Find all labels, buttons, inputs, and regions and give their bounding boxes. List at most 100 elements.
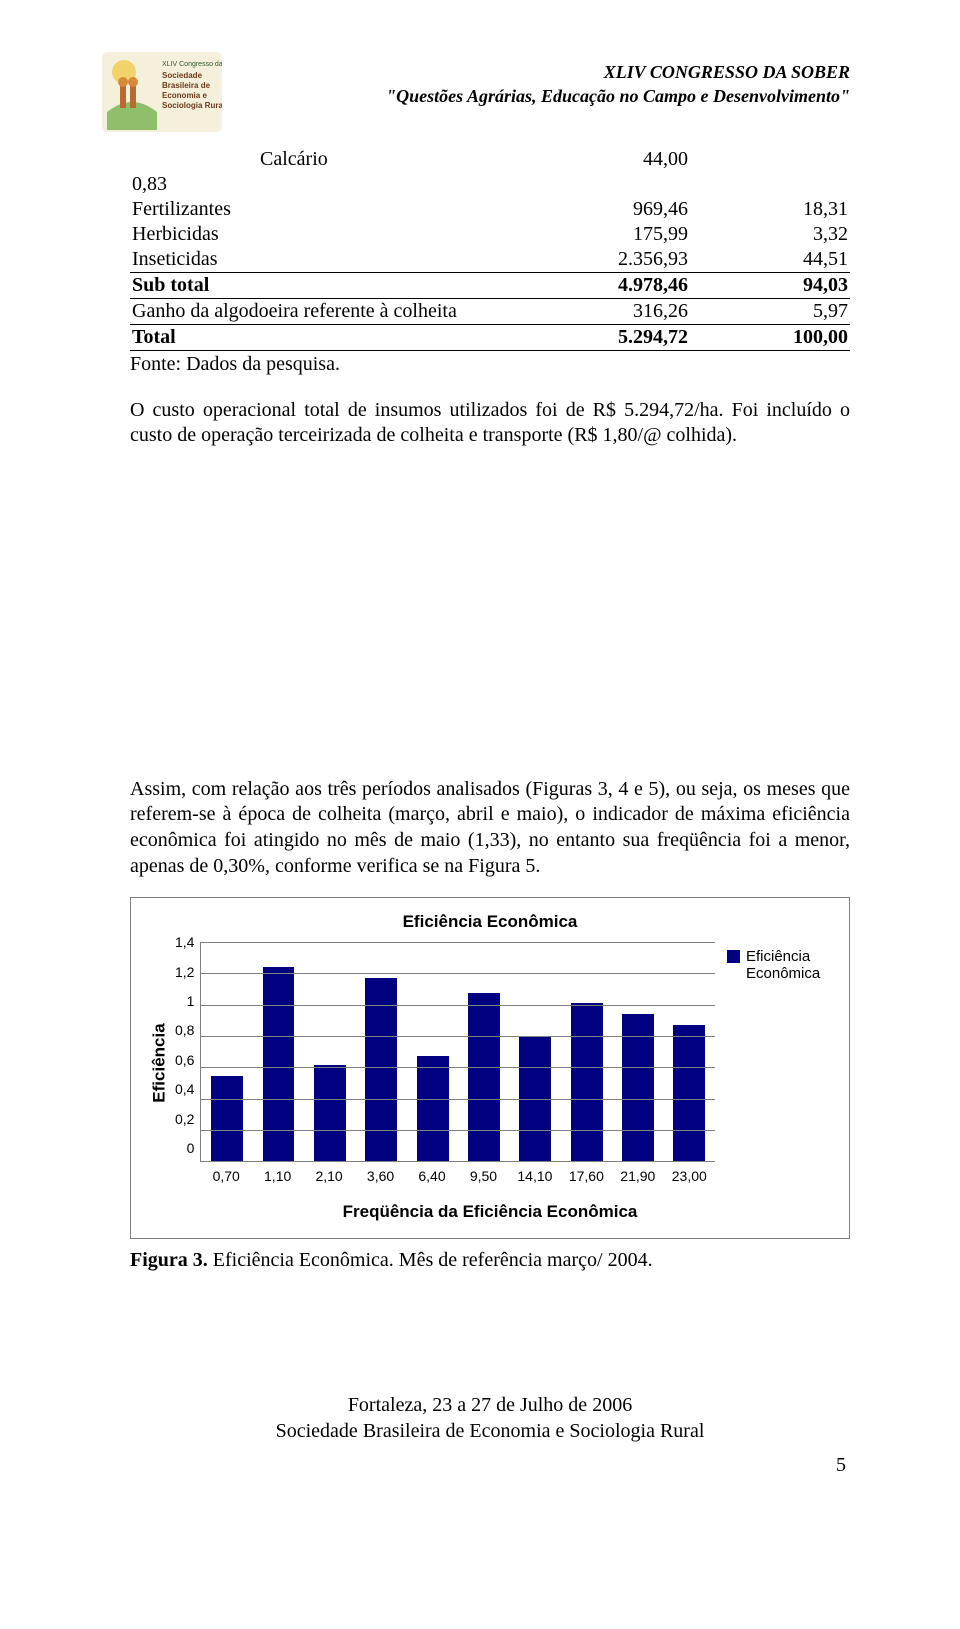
table-cell-value-2: 94,03 (690, 272, 850, 298)
plot-area (200, 942, 715, 1162)
bar-slot (407, 942, 458, 1161)
table-cell-label: Calcário (130, 147, 530, 172)
legend-swatch (727, 950, 740, 963)
figure-caption-text: Eficiência Econômica. Mês de referência … (208, 1249, 653, 1271)
x-tick-label: 17,60 (561, 1168, 612, 1184)
chart-bar (468, 993, 500, 1162)
table-cell-value-1: 969,46 (530, 197, 690, 222)
x-axis-label: Freqüência da Eficiência Econômica (145, 1202, 835, 1222)
bar-slot (664, 942, 715, 1161)
chart-container: Eficiência Econômica Eficiência 1,4 1,2 1 0… (130, 897, 850, 1239)
y-tick-label: 1,2 (175, 965, 194, 979)
footer-line-2: Sociedade Brasileira de Economia e Socio… (130, 1418, 850, 1444)
bar-slot (201, 942, 252, 1161)
bar-slot (561, 942, 612, 1161)
gridline (201, 1099, 715, 1100)
chart-bar (673, 1025, 705, 1163)
table-row: Herbicidas175,993,32 (130, 222, 850, 247)
paragraph-2: Assim, com relação aos três períodos ana… (130, 777, 850, 879)
table-cell-label: 0,83 (130, 172, 530, 197)
table-row: Sub total4.978,4694,03 (130, 272, 850, 298)
gridline (201, 1036, 715, 1037)
chart-body: Eficiência 1,41,210,80,60,40,20 0,701,10… (145, 942, 835, 1184)
cost-table: Calcário44,000,83Fertilizantes969,4618,3… (130, 147, 850, 351)
y-label-wrap: Eficiência (145, 942, 175, 1184)
table-cell-value-2: 3,32 (690, 222, 850, 247)
x-tick-label: 6,40 (406, 1168, 457, 1184)
page-footer: Fortaleza, 23 a 27 de Julho de 2006 Soci… (130, 1392, 850, 1444)
chart-bar (519, 1037, 551, 1162)
figure-caption-bold: Figura 3. (130, 1249, 208, 1271)
table-cell-value-1: 4.978,46 (530, 272, 690, 298)
gridline (201, 1130, 715, 1131)
bar-slot (612, 942, 663, 1161)
table-cell-value-1: 5.294,72 (530, 324, 690, 350)
table-cell-value-2: 44,51 (690, 247, 850, 273)
vertical-gap (130, 467, 850, 777)
table-cell-value-2: 18,31 (690, 197, 850, 222)
y-tick-label: 0,2 (175, 1112, 194, 1126)
conference-logo: XLIV Congresso da Sociedade Brasileira d… (102, 52, 222, 132)
header-line-2: "Questões Agrárias, Educação no Campo e … (130, 84, 850, 108)
y-axis-ticks: 1,41,210,80,60,40,20 (175, 942, 200, 1162)
x-tick-label: 9,50 (458, 1168, 509, 1184)
table-cell-label: Inseticidas (130, 247, 530, 273)
table-source: Fonte: Dados da pesquisa. (130, 353, 850, 376)
svg-text:Sociedade: Sociedade (162, 71, 203, 80)
bar-slot (253, 942, 304, 1161)
header-line-1: XLIV CONGRESSO DA SOBER (130, 60, 850, 84)
x-tick-label: 2,10 (303, 1168, 354, 1184)
table-cell-value-1 (530, 172, 690, 197)
x-tick-label: 14,10 (509, 1168, 560, 1184)
chart-bar (571, 1003, 603, 1163)
chart-bar (211, 1076, 243, 1162)
x-tick-label: 3,60 (355, 1168, 406, 1184)
x-tick-label: 23,00 (664, 1168, 715, 1184)
y-tick-label: 0,8 (175, 1023, 194, 1037)
bar-slot (356, 942, 407, 1161)
legend-item: Eficiência Econômica (727, 948, 835, 982)
table-cell-value-2: 5,97 (690, 298, 850, 324)
paragraph-1: O custo operacional total de insumos uti… (130, 398, 850, 449)
gridline (201, 1005, 715, 1006)
page: XLIV Congresso da Sociedade Brasileira d… (0, 0, 960, 1517)
y-tick-label: 0,6 (175, 1053, 194, 1067)
y-axis-label: Eficiência (150, 1023, 170, 1102)
y-tick-label: 0 (187, 1141, 195, 1155)
table-cell-label: Sub total (130, 272, 530, 298)
table-cell-value-2 (690, 147, 850, 172)
bar-slot (458, 942, 509, 1161)
table-cell-value-1: 316,26 (530, 298, 690, 324)
page-number: 5 (130, 1454, 850, 1477)
table-row: Calcário44,00 (130, 147, 850, 172)
svg-text:Brasileira de: Brasileira de (162, 81, 211, 90)
chart-bar (314, 1065, 346, 1162)
x-tick-label: 1,10 (252, 1168, 303, 1184)
chart-bar (417, 1056, 449, 1162)
table-cell-value-2: 100,00 (690, 324, 850, 350)
legend-label: Eficiência Econômica (746, 948, 835, 982)
bar-slot (510, 942, 561, 1161)
figure-caption: Figura 3. Eficiência Econômica. Mês de r… (130, 1249, 850, 1272)
table-cell-value-1: 44,00 (530, 147, 690, 172)
chart-bar (263, 967, 295, 1163)
gridline (201, 1067, 715, 1068)
bar-slot (304, 942, 355, 1161)
gridline (201, 973, 715, 974)
table-cell-value-1: 2.356,93 (530, 247, 690, 273)
bars-layer (201, 942, 715, 1161)
gridline (201, 942, 715, 943)
table-row: Inseticidas2.356,9344,51 (130, 247, 850, 273)
header-title-block: XLIV CONGRESSO DA SOBER "Questões Agrári… (130, 60, 850, 109)
svg-text:Economia e: Economia e (162, 91, 207, 100)
table-row: Fertilizantes969,4618,31 (130, 197, 850, 222)
table-cell-label: Herbicidas (130, 222, 530, 247)
x-tick-label: 21,90 (612, 1168, 663, 1184)
svg-text:XLIV Congresso da: XLIV Congresso da (162, 61, 222, 68)
footer-line-1: Fortaleza, 23 a 27 de Julho de 2006 (130, 1392, 850, 1418)
y-tick-label: 1 (187, 994, 195, 1008)
table-cell-label: Ganho da algodoeira referente à colheita (130, 298, 530, 324)
gridline (201, 1161, 715, 1162)
table-cell-value-1: 175,99 (530, 222, 690, 247)
y-tick-label: 1,4 (175, 935, 194, 949)
